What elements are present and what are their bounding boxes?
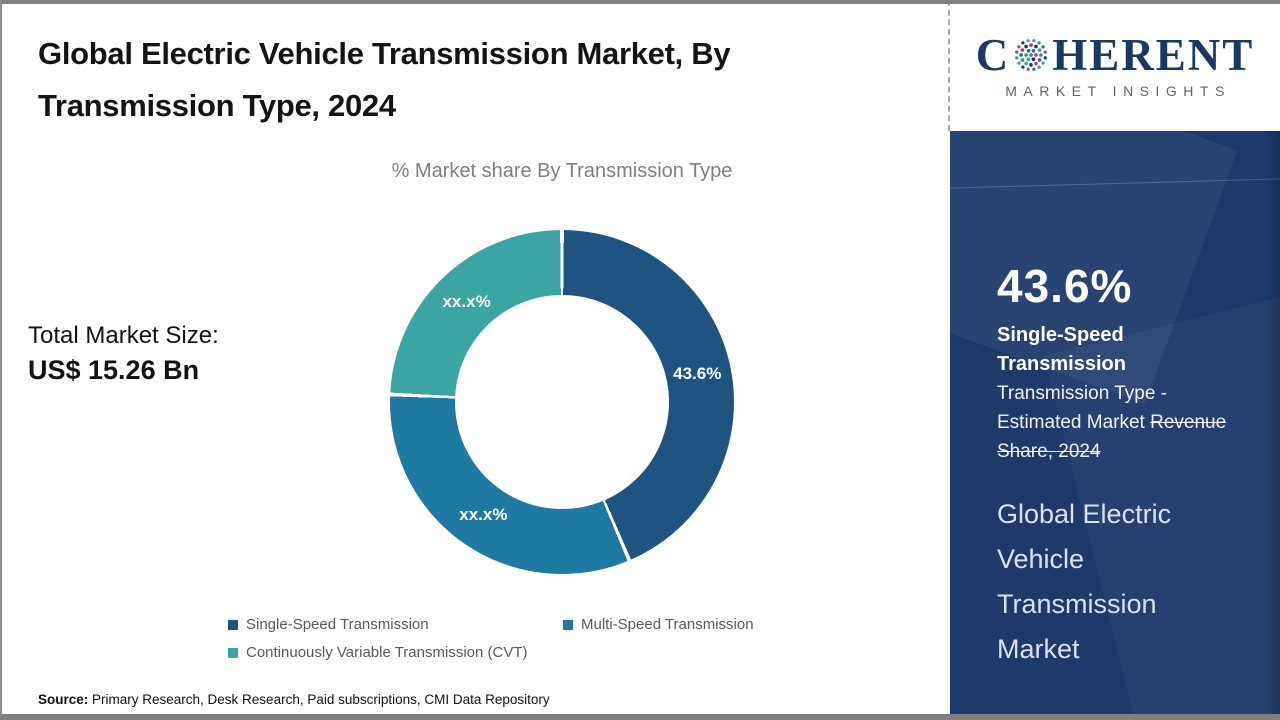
total-market-size-value: US$ 15.26 Bn [28, 355, 200, 385]
source-line: Source: Primary Research, Desk Research,… [38, 692, 550, 707]
donut-chart: 43.6% xx.x% xx.x% [390, 230, 734, 574]
source-text: Primary Research, Desk Research, Paid su… [88, 692, 550, 707]
slice-label-multi-speed: xx.x% [459, 505, 508, 525]
page-border-left [0, 0, 2, 720]
slice-label-single-speed: 43.6% [673, 364, 722, 384]
legend-item-multi-speed: Multi-Speed Transmission [563, 616, 754, 633]
legend-item-single-speed: Single-Speed Transmission [228, 616, 563, 633]
highlight-segment-name: Single-Speed Transmission [997, 324, 1126, 375]
brand-wordmark: C HERENT [975, 29, 1255, 80]
legend-marker-single-speed [228, 619, 238, 630]
brand-letter-c: C [975, 29, 1011, 80]
legend-marker-cvt [228, 647, 238, 658]
legend-marker-multi-speed [563, 619, 573, 630]
chart-legend: Single-Speed Transmission Multi-Speed Tr… [228, 616, 754, 661]
legend-item-cvt: Continuously Variable Transmission (CVT) [228, 644, 563, 661]
page-title: Global Electric Vehicle Transmission Mar… [38, 36, 731, 123]
highlight-sidebar: 43.6% Single-Speed Transmission Transmis… [950, 131, 1280, 720]
legend-label-cvt: Continuously Variable Transmission (CVT) [246, 644, 528, 661]
brand-tagline: MARKET INSIGHTS [1005, 82, 1231, 99]
chart-title: % Market share By Transmission Type [391, 160, 733, 182]
total-market-size-label: Total Market Size: [28, 322, 219, 349]
sidebar-edge-shade [1266, 131, 1280, 720]
brand-rest: HERENT [1052, 29, 1255, 80]
report-canvas: Global Electric Vehicle Transmission Mar… [28, 36, 754, 707]
slice-label-cvt: xx.x% [442, 292, 491, 312]
donut-hole [455, 295, 669, 509]
legend-label-single-speed: Single-Speed Transmission [246, 616, 429, 633]
highlight-description-strike: Revenue Share, 2024 [997, 412, 1227, 462]
logo-box: C HERENT MARKET INSIGHTS [948, 0, 1280, 131]
dotted-globe-icon [1015, 39, 1048, 71]
total-market-size-block: Total Market Size: US$ 15.26 Bn [28, 322, 219, 386]
sidebar-market-title: Global Electric Vehicle Transmission Mar… [997, 499, 1172, 664]
highlight-description-text: Transmission Type - Estimated Market [997, 383, 1167, 433]
highlight-share-value: 43.6% [997, 260, 1133, 312]
source-label: Source: [38, 692, 89, 707]
highlight-description: Transmission Type - Estimated Market Rev… [997, 379, 1229, 466]
page-border-bottom [0, 714, 1280, 720]
legend-label-multi-speed: Multi-Speed Transmission [581, 616, 754, 633]
page-border-top [0, 0, 1280, 4]
sidebar-content: 43.6% Single-Speed Transmission Transmis… [997, 259, 1237, 672]
